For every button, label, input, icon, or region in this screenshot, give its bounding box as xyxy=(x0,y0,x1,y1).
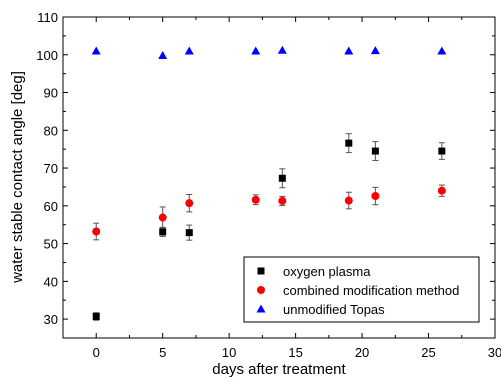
y-tick-label: 80 xyxy=(44,123,58,138)
x-tick-label: 5 xyxy=(159,345,166,360)
series-circle xyxy=(92,184,446,241)
data-point xyxy=(185,199,194,208)
data-point xyxy=(159,228,167,236)
y-tick-label: 60 xyxy=(44,199,58,214)
data-point xyxy=(184,46,194,55)
legend-marker-triangle xyxy=(256,304,266,313)
data-point xyxy=(92,312,100,320)
y-tick-label: 30 xyxy=(44,312,58,327)
data-point xyxy=(438,147,446,155)
axis-tick-labels: 0 5 10 15 20 25 30 30 40 50 60 70 80 90 100 110 xyxy=(36,10,501,360)
x-tick-label: 30 xyxy=(488,345,501,360)
data-point xyxy=(345,139,353,147)
legend-marker-circle xyxy=(257,286,265,294)
plot-frame xyxy=(62,16,496,339)
legend-label: combined modification method xyxy=(283,283,459,298)
data-point xyxy=(185,229,193,237)
x-tick-label: 15 xyxy=(288,345,302,360)
x-tick-label: 10 xyxy=(222,345,236,360)
data-point xyxy=(344,196,353,205)
y-tick-label: 90 xyxy=(44,86,58,101)
data-point xyxy=(91,46,101,55)
x-tick-label: 25 xyxy=(421,345,435,360)
data-point xyxy=(277,45,287,54)
legend-marker-square xyxy=(257,267,265,275)
legend-label: unmodified Topas xyxy=(283,302,385,317)
data-point xyxy=(437,46,447,55)
y-tick-label: 100 xyxy=(36,48,58,63)
series-triangle xyxy=(91,45,447,60)
legend-box xyxy=(243,256,480,323)
data-point xyxy=(370,46,380,55)
data-point xyxy=(371,147,379,155)
data-point xyxy=(371,192,380,201)
y-tick-label: 40 xyxy=(44,274,58,289)
x-tick-label: 0 xyxy=(93,345,100,360)
data-point xyxy=(158,51,168,60)
y-tick-label: 110 xyxy=(37,10,58,25)
data-point xyxy=(437,186,446,195)
legend: oxygen plasma combined modification metho… xyxy=(243,256,480,323)
data-point xyxy=(344,46,354,55)
data-point xyxy=(92,227,101,236)
axis-ticks xyxy=(62,16,496,339)
x-axis-title: days after treatment xyxy=(212,361,346,378)
legend-label: oxygen plasma xyxy=(283,264,371,279)
data-series xyxy=(91,45,447,321)
data-point xyxy=(251,46,261,55)
data-point xyxy=(278,196,287,205)
y-tick-label: 70 xyxy=(44,161,58,176)
y-tick-label: 50 xyxy=(44,237,58,252)
data-point xyxy=(251,195,260,204)
data-point xyxy=(278,174,286,182)
x-tick-label: 20 xyxy=(355,345,369,360)
data-point xyxy=(158,213,167,222)
series-square xyxy=(92,133,446,321)
y-axis-title: water stable contact angle [deg] xyxy=(9,71,26,284)
